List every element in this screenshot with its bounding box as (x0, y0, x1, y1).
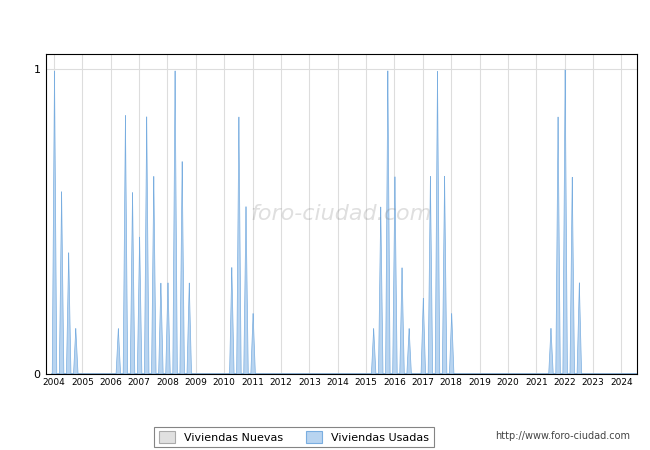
Legend: Viviendas Nuevas, Viviendas Usadas: Viviendas Nuevas, Viviendas Usadas (154, 427, 434, 447)
Text: Gormaz - Evolucion del Nº de Transacciones Inmobiliarias: Gormaz - Evolucion del Nº de Transaccion… (114, 16, 536, 31)
Text: foro-ciudad.com: foro-ciudad.com (251, 204, 432, 224)
Text: http://www.foro-ciudad.com: http://www.foro-ciudad.com (495, 431, 630, 441)
